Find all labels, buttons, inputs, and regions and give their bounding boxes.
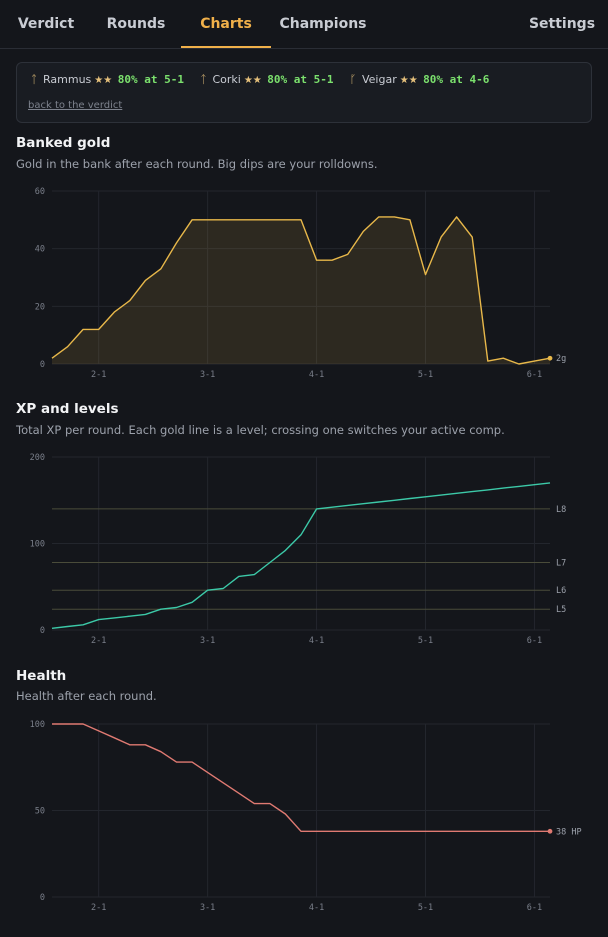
champion-name: Rammus [43, 72, 92, 86]
x-tick-label: 3-1 [200, 636, 215, 646]
end-value-label: 2g [556, 354, 566, 364]
tab-settings[interactable]: Settings [528, 16, 596, 32]
x-tick-label: 5-1 [418, 903, 433, 913]
x-tick-label: 6-1 [527, 636, 542, 646]
level-label: L6 [556, 586, 566, 596]
x-tick-label: 3-1 [200, 370, 215, 380]
end-dot [547, 828, 553, 834]
end-value-label: 38 HP [556, 827, 582, 837]
y-tick-label: 0 [40, 360, 45, 370]
gold-section-desc: Gold in the bank after each round. Big d… [16, 157, 378, 171]
y-tick-label: 40 [35, 245, 45, 255]
x-tick-label: 5-1 [418, 370, 433, 380]
x-tick-label: 6-1 [527, 903, 542, 913]
star-rating: ★★ [94, 74, 113, 86]
level-label: L7 [556, 559, 566, 569]
veigar-icon: ᚵ [349, 72, 357, 86]
champion-name: Veigar [361, 72, 397, 86]
tab-rounds[interactable]: Rounds [106, 16, 166, 32]
x-tick-label: 4-1 [309, 903, 324, 913]
series-line [52, 723, 550, 832]
champion-summary-panel: ᛏ Rammus ★★ 80% at 5-1 ᛏ Corki ★★ 80% at 5-1… [16, 62, 592, 123]
champion-name: Corki [212, 72, 241, 86]
star-rating: ★★ [243, 74, 262, 86]
star-rating: ★★ [399, 74, 418, 86]
y-tick-label: 100 [30, 720, 45, 730]
health-chart: 0 50 100 2-1 3-1 4-1 5-1 6-1 38 HP [30, 720, 582, 913]
active-tab-indicator [181, 46, 271, 48]
xp-section-desc: Total XP per round. Each gold line is a … [16, 423, 505, 437]
xp-section-title: XP and levels [16, 401, 119, 417]
y-tick-label: 20 [35, 302, 45, 312]
champion-list: ᛏ Rammus ★★ 80% at 5-1 ᛏ Corki ★★ 80% at 5-1… [27, 72, 498, 90]
end-dot [547, 355, 553, 361]
champion-rate: 80% at 5-1 [117, 72, 184, 86]
x-tick-label: 2-1 [91, 903, 106, 913]
series-line [51, 216, 551, 365]
tab-bar: Verdict Rounds Charts Champions Settings [0, 0, 608, 49]
champion-rate: 80% at 5-1 [267, 72, 334, 86]
y-tick-label: 0 [40, 626, 45, 636]
health-section-title: Health [16, 668, 67, 684]
y-tick-label: 100 [30, 540, 45, 550]
level-label: L5 [556, 605, 566, 615]
series-area [52, 216, 550, 364]
x-tick-label: 6-1 [527, 370, 542, 380]
x-tick-label: 2-1 [91, 370, 106, 380]
x-tick-label: 4-1 [309, 370, 324, 380]
rammus-icon: ᛏ [30, 72, 38, 86]
champion-rate: 80% at 4-6 [423, 72, 490, 86]
y-tick-label: 200 [30, 453, 45, 463]
x-tick-label: 2-1 [91, 636, 106, 646]
health-section-desc: Health after each round. [16, 689, 157, 703]
x-tick-label: 3-1 [200, 903, 215, 913]
gold-section-title: Banked gold [16, 135, 111, 151]
champion-item-rammus: ᛏ Rammus ★★ 80% at 5-1 [27, 73, 184, 86]
y-tick-label: 60 [35, 187, 45, 197]
series-line [51, 482, 551, 629]
corki-icon: ᛏ [200, 72, 207, 86]
champion-item-corki: ᛏ Corki ★★ 80% at 5-1 [196, 73, 333, 86]
champion-item-veigar: ᚵ Veigar ★★ 80% at 4-6 [346, 72, 490, 86]
gold-chart: 0 20 40 60 2-1 3-1 4-1 5-1 6-1 2g [35, 187, 567, 380]
y-tick-label: 50 [35, 807, 45, 817]
xp-chart: 0 100 200 2-1 3-1 4-1 5-1 6-1 L8 L7 L6 L5 [30, 453, 567, 646]
back-to-verdict-link[interactable]: back to the verdict [28, 100, 123, 111]
tab-charts[interactable]: Charts [181, 0, 271, 48]
y-tick-label: 0 [40, 893, 45, 903]
tab-verdict[interactable]: Verdict [17, 16, 75, 32]
tab-charts-label: Charts [200, 16, 252, 32]
x-tick-label: 4-1 [309, 636, 324, 646]
level-label: L8 [556, 505, 566, 515]
tab-champions[interactable]: Champions [279, 16, 367, 32]
x-tick-label: 5-1 [418, 636, 433, 646]
